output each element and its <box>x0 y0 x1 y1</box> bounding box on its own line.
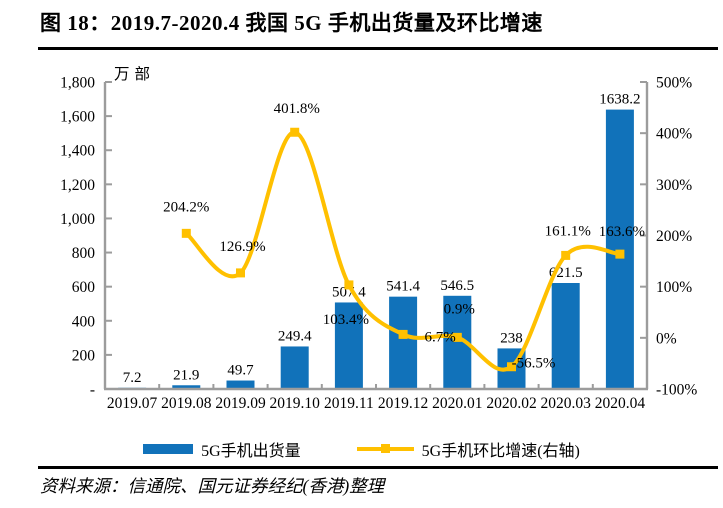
line-value-label: 401.8% <box>274 101 320 117</box>
line-marker <box>236 268 245 278</box>
left-tick-label: 1,000 <box>60 211 95 228</box>
x-category-label: 2019.12 <box>378 395 428 412</box>
right-tick-label: 200% <box>656 228 692 245</box>
bar <box>334 302 363 389</box>
legend-line-marker <box>380 444 390 453</box>
bar <box>226 380 255 389</box>
line-marker <box>398 329 408 339</box>
growth-line <box>184 130 622 372</box>
line-marker <box>452 332 462 342</box>
left-axis-unit-label: 万部 <box>114 65 155 83</box>
line-marker <box>344 280 354 290</box>
legend-label-growth: 5G手机环比增速(右轴) <box>421 443 580 460</box>
left-tick-label: 1,800 <box>60 75 95 92</box>
right-tick-label: 100% <box>656 279 692 296</box>
right-tick-label: 400% <box>656 126 692 143</box>
line-value-label: 204.2% <box>163 199 209 215</box>
line-marker <box>507 362 516 372</box>
bar-value-label: 249.4 <box>278 328 312 344</box>
x-category-label: 2019.08 <box>161 395 212 412</box>
left-tick-label: 1,400 <box>60 143 95 160</box>
x-category-label: 2019.07 <box>107 395 158 412</box>
legend-item-shipments: 5G手机出货量 <box>143 437 301 461</box>
title-divider <box>38 47 718 50</box>
line-marker <box>561 250 571 260</box>
right-tick-label: 0% <box>656 330 677 347</box>
bar-value-label: 541.4 <box>386 279 420 295</box>
line-marker <box>181 228 191 238</box>
bar <box>605 109 634 389</box>
bar-value-label: 1638.2 <box>599 92 640 108</box>
left-tick-label: 200 <box>72 347 96 364</box>
bar <box>551 282 580 389</box>
bar-value-label: 7.2 <box>123 370 142 386</box>
left-tick-label: 800 <box>72 245 96 262</box>
legend-bar-swatch <box>143 444 194 454</box>
line-value-label: 126.9% <box>219 239 265 255</box>
x-category-label: 2020.02 <box>486 395 536 412</box>
line-value-label: -56.5% <box>512 356 556 372</box>
figure-title: 图 18：2019.7-2020.4 我国 5G 手机出货量及环比增速 <box>40 11 543 35</box>
source-note: 资料来源：信通院、国元证券经纪(香港)整理 <box>40 476 385 496</box>
left-tick-label: 600 <box>72 279 96 296</box>
bar <box>172 385 201 389</box>
chart-legend: 5G手机出货量 5G手机环比增速(右轴) <box>0 437 723 461</box>
x-category-label: 2020.04 <box>595 395 646 412</box>
left-tick-label: 1,600 <box>60 109 95 126</box>
bar-value-label: 238 <box>500 330 523 346</box>
x-category-label: 2019.09 <box>215 395 266 412</box>
left-tick-label: 1,200 <box>60 177 95 194</box>
line-value-label: 161.1% <box>545 223 591 239</box>
legend-label-shipments: 5G手机出货量 <box>201 443 301 460</box>
right-tick-label: -100% <box>656 382 697 399</box>
bar <box>389 296 418 389</box>
bar <box>280 346 309 389</box>
x-category-label: 2020.03 <box>541 395 592 412</box>
line-value-label: 163.6% <box>599 224 645 240</box>
bar-value-label: 49.7 <box>227 363 254 379</box>
line-marker <box>615 249 625 259</box>
line-value-label: 0.9% <box>444 301 475 317</box>
line-marker <box>290 127 300 137</box>
legend-item-growth: 5G手机环比增速(右轴) <box>356 437 580 461</box>
source-divider <box>38 466 718 469</box>
bar-value-label: 21.9 <box>173 367 199 383</box>
left-tick-label: 400 <box>72 313 96 330</box>
right-tick-label: 300% <box>656 177 692 194</box>
right-tick-label: 500% <box>656 75 692 92</box>
legend-line-swatch <box>356 444 414 453</box>
line-value-label: 6.7% <box>424 329 455 345</box>
x-category-label: 2019.10 <box>270 395 321 412</box>
line-value-label: 103.4% <box>323 312 369 328</box>
x-category-label: 2019.11 <box>324 395 374 412</box>
left-tick-label: - <box>90 382 95 399</box>
x-category-label: 2020.01 <box>432 395 482 412</box>
bar-value-label: 546.5 <box>440 278 474 294</box>
